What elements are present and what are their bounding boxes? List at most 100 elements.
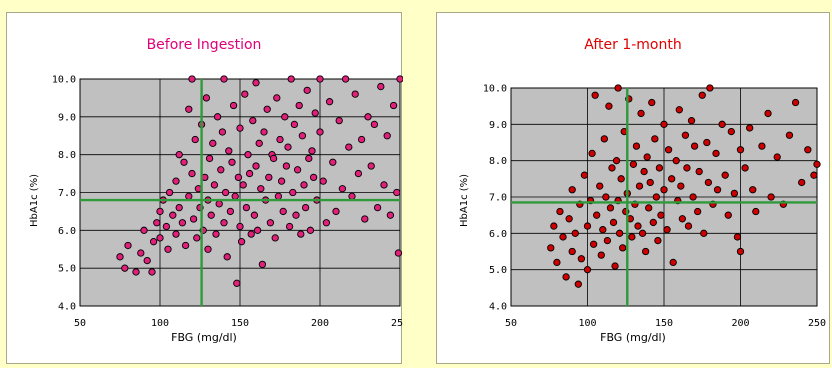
data-point (178, 219, 187, 227)
chart-panel-after: After 1-month HbA1c (%) FBG (mg/dl) 4.0 5… (436, 12, 830, 364)
y-tick-label: 7.0 (58, 188, 76, 199)
data-point (345, 143, 353, 151)
data-point (308, 147, 316, 155)
data-point (574, 280, 582, 288)
data-point (635, 182, 644, 190)
data-point (565, 215, 573, 223)
x-tick-label: 200 (311, 318, 329, 329)
data-point (712, 149, 720, 158)
data-point (629, 160, 638, 168)
data-point (727, 127, 735, 136)
data-point (597, 251, 605, 259)
data-point (675, 106, 683, 114)
data-point (277, 177, 286, 185)
y-tick-label: 5.0 (58, 264, 76, 275)
data-point (654, 236, 662, 245)
data-point (736, 247, 745, 256)
chart-title-before: Before Ingestion (146, 37, 262, 53)
data-point (348, 192, 356, 200)
data-point (225, 147, 233, 155)
data-point (611, 262, 619, 270)
data-point (628, 233, 636, 241)
data-point (156, 207, 164, 216)
data-point (703, 138, 711, 147)
data-point (284, 143, 292, 151)
data-point (289, 188, 297, 197)
data-point (252, 79, 260, 87)
data-point (281, 113, 289, 121)
data-point (305, 154, 313, 163)
data-point (245, 169, 254, 178)
data-point (637, 109, 645, 118)
data-point (562, 273, 570, 281)
data-point (767, 193, 775, 201)
data-point (207, 211, 215, 219)
data-point (684, 222, 693, 230)
data-point (215, 200, 223, 208)
data-point (311, 109, 319, 117)
data-point (568, 186, 576, 194)
data-point (276, 135, 284, 144)
data-point (162, 222, 171, 231)
data-point (580, 171, 589, 179)
data-point (188, 75, 196, 83)
data-point (191, 135, 199, 144)
data-point (266, 219, 275, 227)
data-point (244, 151, 252, 159)
data-point (383, 132, 391, 140)
x-axis-label-after: FBG (mg/dl) (600, 331, 666, 344)
data-point (752, 207, 760, 216)
data-point (556, 207, 564, 216)
data-point (396, 75, 403, 83)
data-point (695, 167, 703, 176)
data-point (599, 226, 607, 234)
x-tick-label: 50 (74, 318, 86, 329)
data-point (255, 139, 263, 147)
data-point (223, 253, 231, 261)
data-point (605, 102, 613, 110)
y-tick-label: 4.0 (58, 302, 76, 313)
data-point (165, 188, 174, 197)
data-point (764, 109, 772, 118)
data-point (234, 173, 243, 182)
data-point (231, 192, 239, 200)
data-point (393, 188, 401, 197)
data-point (116, 253, 124, 261)
y-tick-label: 8.0 (58, 150, 76, 161)
data-point (247, 230, 255, 238)
data-point (164, 245, 172, 253)
data-point (335, 116, 343, 125)
data-point (367, 162, 375, 170)
data-point (260, 128, 268, 136)
data-point (698, 91, 706, 99)
data-point (638, 229, 647, 237)
data-point (643, 153, 651, 161)
data-point (269, 154, 278, 163)
data-point (319, 177, 327, 185)
data-point (603, 236, 612, 245)
data-point (736, 146, 745, 154)
data-point (242, 203, 251, 212)
data-point (290, 120, 299, 129)
data-point (550, 222, 558, 230)
data-point (568, 247, 576, 256)
data-point (583, 266, 592, 274)
data-point (577, 255, 586, 263)
data-point (241, 90, 249, 98)
data-point (172, 177, 180, 185)
data-point (341, 75, 350, 83)
data-point (250, 211, 259, 219)
data-point (660, 120, 668, 128)
data-point (683, 164, 691, 172)
data-point (634, 222, 642, 230)
data-point (694, 207, 702, 216)
data-point (678, 215, 687, 223)
data-point (641, 247, 650, 256)
data-point (181, 241, 190, 250)
data-point (132, 268, 140, 276)
data-point (205, 154, 214, 163)
data-point (361, 215, 369, 223)
y-tick-label: 6.0 (58, 226, 76, 237)
data-point (733, 233, 742, 241)
y-tick-label: 10.0 (483, 84, 507, 95)
